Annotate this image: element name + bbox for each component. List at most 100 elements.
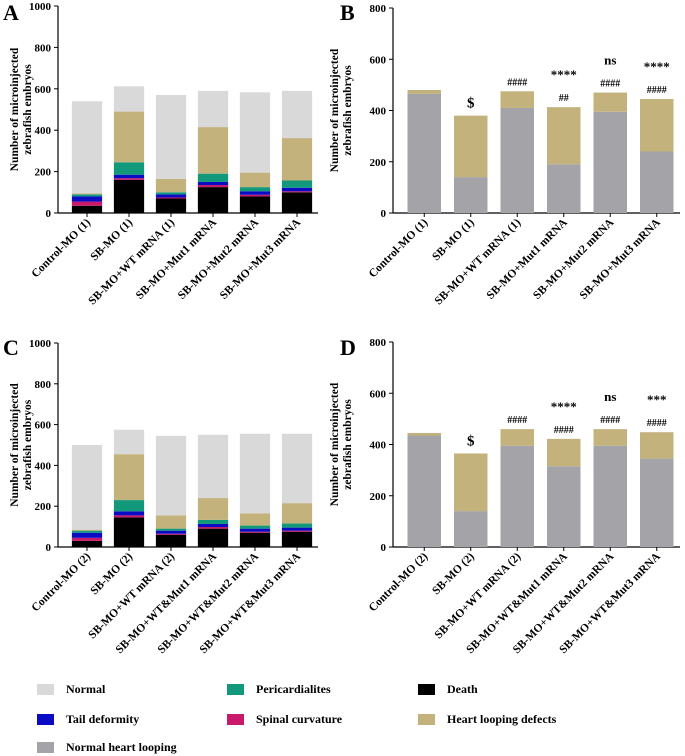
y-tick-label: 600 — [370, 388, 387, 400]
legend-item-spinal-curvature: Spinal curvature — [227, 712, 342, 727]
bar-heart-looping-defects — [593, 92, 627, 112]
x-tick-label: SB-MO+Mut3 mRNA — [578, 216, 664, 302]
bar-heart-looping-defects — [239, 172, 271, 188]
bar-heart-looping-defects — [547, 438, 581, 467]
y-axis-label-line: Number of microinjected — [9, 47, 21, 171]
chart-panels: 0 200 400 600 800 1000 Number of microinjected… — [9, 1, 680, 656]
legend-label-heart-looping-defects: Heart looping defects — [447, 712, 557, 726]
x-tick-label: SB-MO+Mut1 mRNA — [134, 216, 220, 302]
significance-label: ## — [559, 93, 569, 104]
legend-swatch-pericardialites — [227, 684, 244, 695]
bar-spinal-curvature — [155, 533, 187, 535]
bar-normal — [71, 445, 103, 530]
legend-item-death: Death — [418, 682, 478, 697]
y-axis-label-line: Number of microinjected — [329, 382, 341, 506]
bar-normal-heart-looping — [593, 445, 627, 547]
bar-tail-deformity — [71, 196, 103, 202]
y-tick-label: 0 — [46, 208, 52, 220]
bar-pericardialites — [197, 173, 229, 182]
bar-death — [113, 517, 145, 547]
legend-item-heart-looping-defects: Heart looping defects — [418, 712, 556, 727]
bar-normal — [239, 92, 271, 173]
bar-heart-looping-defects — [71, 529, 103, 531]
x-tick-label: SB-MO+Mut2 mRNA — [176, 216, 262, 302]
bar-heart-looping-defects — [547, 107, 581, 165]
y-tick-label: 200 — [35, 501, 52, 513]
bar-tail-deformity — [197, 523, 229, 528]
bar-tail-deformity — [71, 532, 103, 538]
y-axis-label-line: Number of microinjected — [329, 48, 341, 172]
bar-heart-looping-defects — [407, 432, 441, 436]
x-tick-label: Control-MO (1) — [367, 217, 431, 281]
y-tick-label: 800 — [370, 337, 387, 349]
panel-label-a: A — [3, 0, 19, 25]
bar-pericardialites — [281, 523, 313, 528]
x-tick-label: SB-MO+WT mRNA (1) — [86, 217, 177, 308]
bar-heart-looping-defects — [640, 98, 674, 152]
bar-spinal-curvature — [113, 515, 145, 518]
bar-normal-heart-looping — [547, 466, 581, 547]
x-tick-label: SB-MO+Mut1 mRNA — [485, 216, 571, 302]
bar-tail-deformity — [197, 181, 229, 186]
y-tick-label: 600 — [370, 54, 387, 66]
legend-label-death: Death — [447, 682, 478, 696]
bar-heart-looping-defects — [155, 515, 187, 529]
bar-heart-looping-defects — [281, 503, 313, 524]
chart-panel-a: 0 200 400 600 800 1000 Number of microinjected… — [9, 1, 318, 307]
bar-heart-looping-defects — [593, 429, 627, 446]
bar-pericardialites — [197, 519, 229, 524]
significance-label: #### — [600, 415, 620, 426]
y-axis-label: Number of microinjectedzebrafish embryos — [9, 47, 34, 171]
y-tick-label: 600 — [35, 84, 52, 96]
bar-spinal-curvature — [281, 191, 313, 193]
chart-panel-c: 0 200 400 600 800 1000 Number of microinjected… — [9, 338, 318, 656]
significance-label: #### — [554, 425, 574, 436]
y-tick-label: 400 — [35, 460, 52, 472]
bar-death — [113, 179, 145, 213]
significance-label: #### — [507, 415, 527, 426]
y-axis-label: Number of microinjectedzebrafish embryos — [9, 383, 34, 507]
bar-death — [71, 205, 103, 213]
bar-normal-heart-looping — [454, 177, 488, 213]
legend-swatch-tail-deformity — [37, 714, 54, 725]
bar-death — [239, 532, 271, 547]
x-tick-label: SB-MO+Mut2 mRNA — [531, 216, 617, 302]
bar-normal — [71, 101, 103, 194]
bar-death — [239, 196, 271, 213]
x-tick-label: SB-MO+WT mRNA (2) — [433, 551, 524, 642]
bar-pericardialites — [239, 525, 271, 529]
bar-heart-looping-defects — [281, 138, 313, 181]
legend-item-pericardialites: Pericardialites — [227, 682, 331, 697]
y-axis-label-line: zebrafish embryos — [22, 399, 34, 490]
bar-pericardialites — [281, 180, 313, 188]
significance-label-top: **** — [551, 399, 577, 414]
bar-heart-looping-defects — [71, 193, 103, 195]
bar-normal-heart-looping — [500, 107, 534, 213]
bar-normal-heart-looping — [454, 511, 488, 547]
y-tick-label: 800 — [370, 3, 387, 15]
chart-panel-d: 0 200 400 600 800 Number of microinjectedzebr… — [329, 337, 680, 656]
significance-label: #### — [507, 77, 527, 88]
bar-heart-looping-defects — [113, 454, 145, 501]
bar-death — [281, 531, 313, 547]
significance-label: $ — [467, 433, 475, 449]
bar-tail-deformity — [239, 191, 271, 195]
x-tick-label: SB-MO+WT&Mut3 mRNA — [557, 550, 663, 656]
x-tick-label: SB-MO+Mut3 mRNA — [218, 216, 304, 302]
panel-label-d: D — [340, 335, 356, 360]
significance-label-top: *** — [647, 392, 667, 407]
bar-pericardialites — [71, 194, 103, 197]
bar-heart-looping-defects — [197, 127, 229, 174]
bar-normal-heart-looping — [593, 111, 627, 213]
panel-label-b: B — [340, 0, 355, 25]
significance-label-top: **** — [551, 67, 577, 82]
legend-swatch-spinal-curvature — [227, 714, 244, 725]
legend-swatch-death — [418, 684, 435, 695]
legend-label-tail-deformity: Tail deformity — [66, 712, 140, 726]
y-tick-label: 200 — [35, 167, 52, 179]
significance-label-top: **** — [644, 59, 670, 74]
bar-death — [71, 540, 103, 547]
x-tick-label: Control-MO (2) — [29, 551, 93, 615]
bar-normal-heart-looping — [500, 445, 534, 547]
bar-tail-deformity — [281, 527, 313, 531]
